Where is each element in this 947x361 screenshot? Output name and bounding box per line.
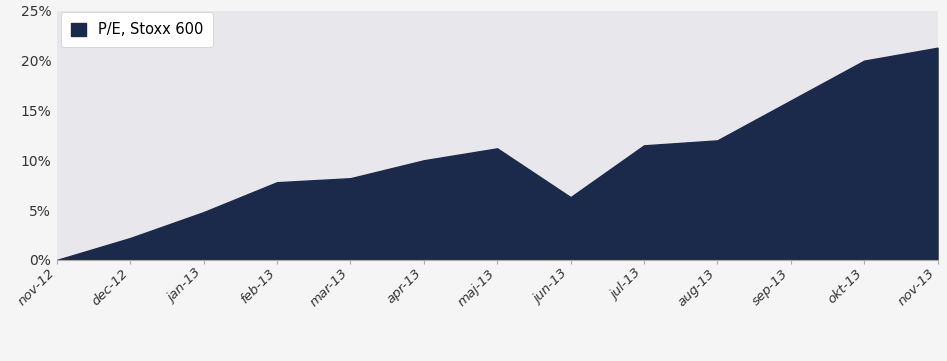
Legend: P/E, Stoxx 600: P/E, Stoxx 600 <box>62 12 213 48</box>
